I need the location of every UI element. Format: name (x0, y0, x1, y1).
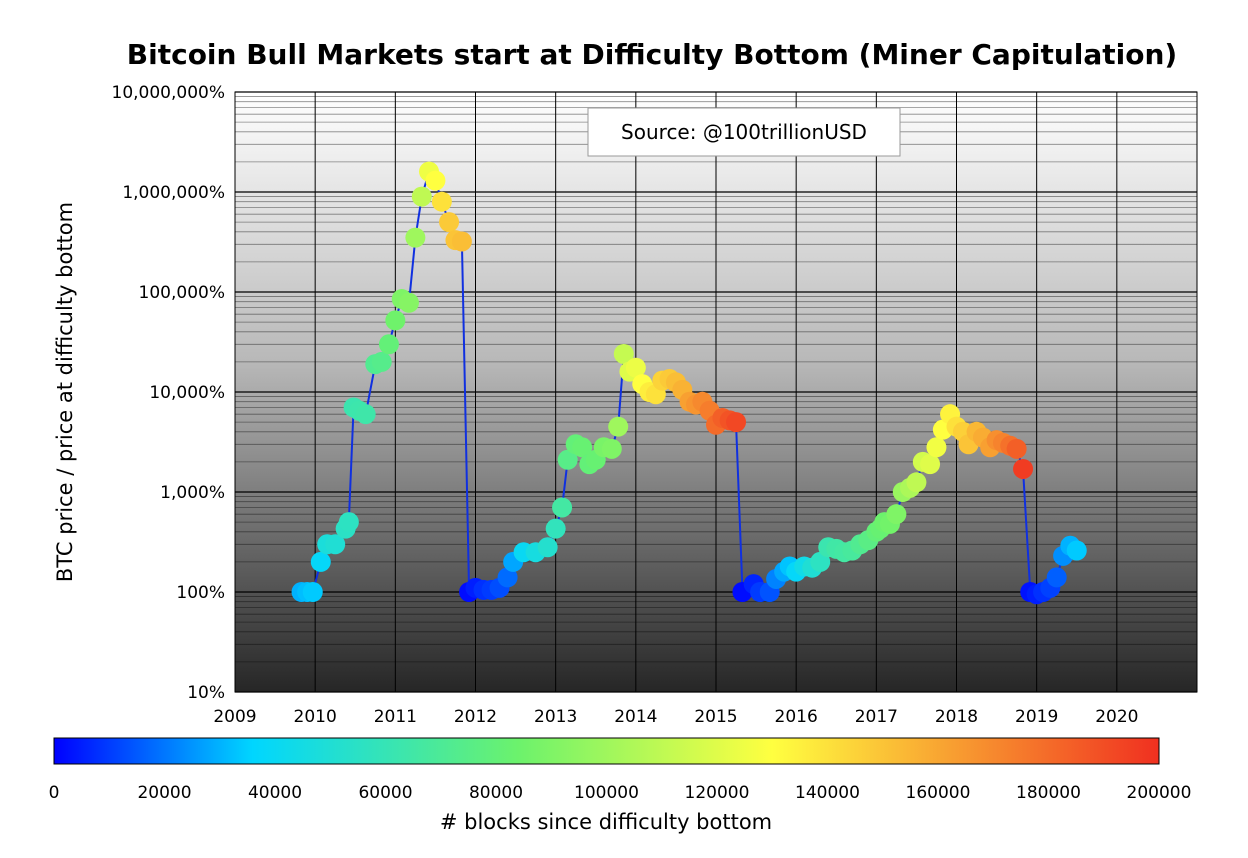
data-point (726, 412, 747, 433)
data-point (572, 437, 593, 458)
colorbar-tick-label: 40000 (248, 783, 302, 803)
data-point (1013, 458, 1034, 479)
data-point (810, 551, 831, 572)
x-tick-label: 2009 (213, 707, 256, 727)
colorbar-ticks: 0 20000 40000 60000 80000 100000 120000 140000 1… (49, 783, 1192, 803)
colorbar-label: # blocks since difficulty bottom (440, 810, 772, 834)
data-point (601, 438, 622, 459)
y-axis-ticks: 10% 100% 1,000% 10,000% 100,000% 1,000,000% 10… (112, 83, 226, 703)
y-tick-label: 100,000% (139, 283, 225, 303)
source-box (587, 107, 901, 157)
data-point (1066, 540, 1087, 561)
data-point (302, 582, 323, 602)
y-tick-label: 1,000% (160, 483, 225, 503)
data-point (545, 518, 566, 539)
y-tick-label: 10% (187, 683, 225, 703)
data-point (411, 186, 432, 207)
colorbar-tick-label: 140000 (795, 783, 860, 803)
data-point (325, 534, 346, 555)
x-tick-label: 2020 (1095, 707, 1138, 727)
x-tick-label: 2013 (534, 707, 577, 727)
x-tick-label: 2019 (1015, 707, 1058, 727)
data-point (497, 567, 518, 588)
chart-title: Bitcoin Bull Markets start at Difficulty… (127, 38, 1177, 71)
data-point (398, 292, 419, 313)
data-point (310, 551, 331, 572)
data-point (439, 212, 460, 233)
data-point (552, 497, 573, 518)
source-annotation: Source: @100trillionUSD (587, 107, 901, 157)
x-tick-label: 2016 (775, 707, 818, 727)
x-axis-ticks: 2009 2010 2011 2012 2013 2014 2015 2016 2017 2018… (213, 707, 1138, 727)
colorbar-tick-label: 160000 (906, 783, 971, 803)
data-point (1046, 567, 1067, 588)
colorbar-tick-label: 60000 (358, 783, 412, 803)
colorbar-tick-label: 80000 (469, 783, 523, 803)
data-point (920, 454, 941, 475)
data-point (625, 357, 646, 378)
colorbar-tick-label: 180000 (1016, 783, 1081, 803)
data-point (371, 351, 392, 372)
colorbar-tick-label: 120000 (685, 783, 750, 803)
y-tick-label: 10,000% (149, 383, 225, 403)
data-point (557, 449, 578, 470)
data-point (405, 227, 426, 248)
data-point (355, 404, 376, 425)
data-point (378, 334, 399, 355)
colorbar (53, 737, 1160, 765)
x-tick-label: 2010 (294, 707, 337, 727)
x-tick-label: 2014 (614, 707, 657, 727)
y-tick-label: 10,000,000% (112, 83, 226, 103)
x-tick-label: 2015 (694, 707, 737, 727)
data-point (385, 310, 406, 331)
data-point (1006, 438, 1027, 459)
colorbar-tick-label: 20000 (137, 783, 191, 803)
data-point (886, 504, 907, 525)
data-point (425, 170, 446, 191)
y-tick-label: 100% (176, 583, 225, 603)
data-point (608, 416, 629, 437)
y-tick-label: 1,000,000% (122, 183, 225, 203)
x-tick-label: 2012 (454, 707, 497, 727)
data-points (291, 161, 1087, 605)
x-tick-label: 2017 (855, 707, 898, 727)
colorbar-tick-label: 200000 (1127, 783, 1192, 803)
x-tick-label: 2018 (935, 707, 978, 727)
data-point (613, 343, 634, 364)
data-point (926, 437, 947, 458)
data-point (451, 231, 472, 252)
data-point (906, 472, 927, 493)
data-point (537, 537, 558, 558)
colorbar-tick-label: 0 (49, 783, 60, 803)
x-tick-label: 2011 (374, 707, 417, 727)
data-point (338, 512, 359, 533)
y-axis-label: BTC price / price at difficulty bottom (53, 202, 77, 582)
source-text: Source: @100trillionUSD (621, 120, 867, 144)
colorbar-tick-label: 100000 (574, 783, 639, 803)
data-point (431, 191, 452, 212)
